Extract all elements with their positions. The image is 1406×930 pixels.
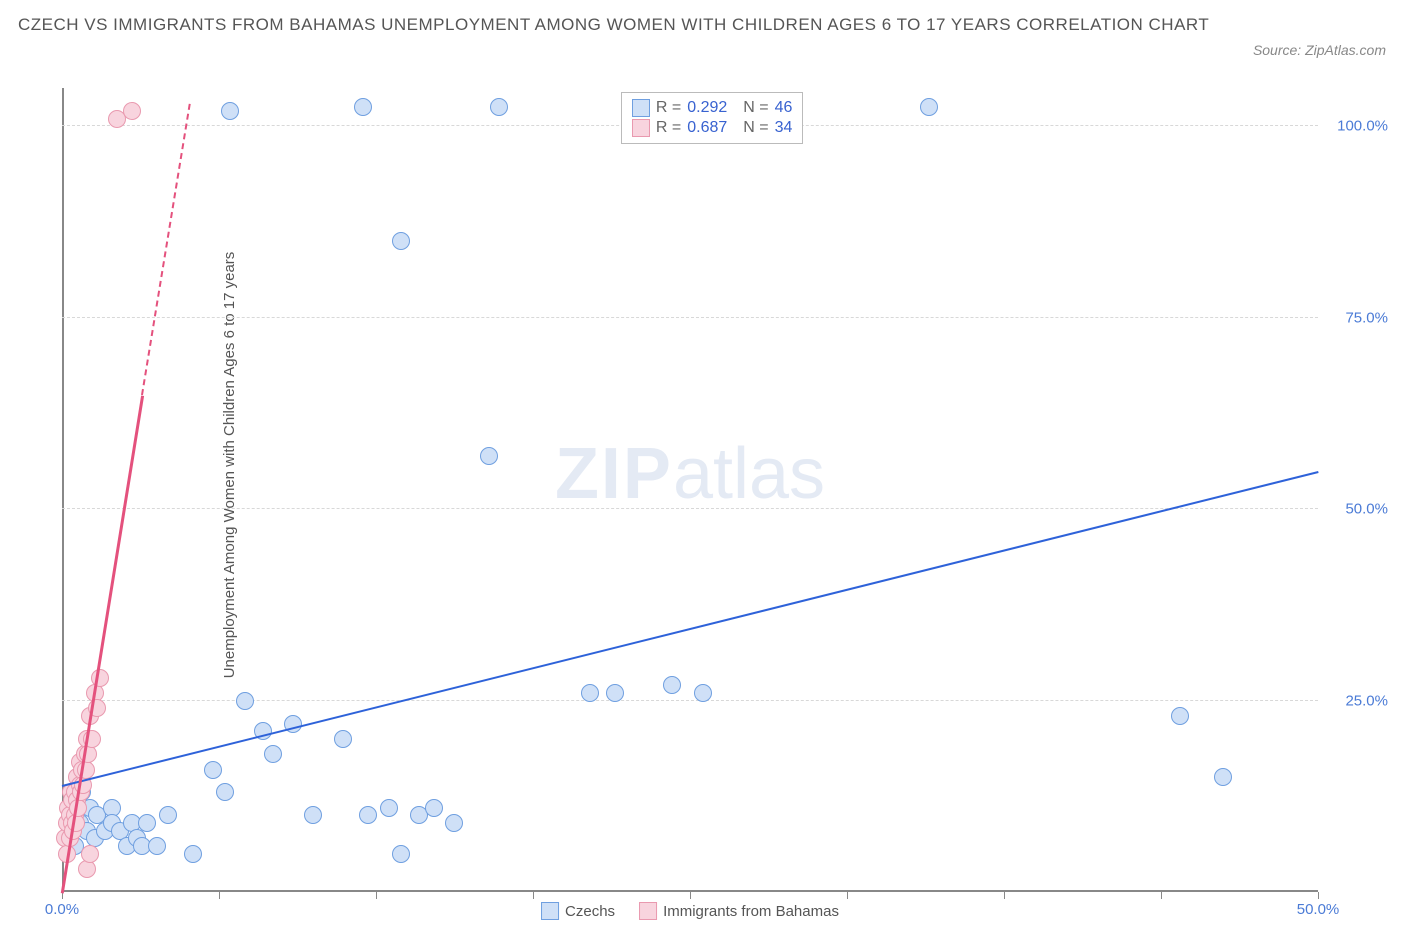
data-point	[1171, 707, 1189, 725]
data-point	[480, 447, 498, 465]
x-tick-mark	[847, 892, 848, 899]
data-point	[69, 799, 87, 817]
data-point	[392, 845, 410, 863]
watermark-zip: ZIP	[555, 434, 673, 514]
data-point	[159, 806, 177, 824]
legend-item: Immigrants from Bahamas	[639, 902, 839, 920]
chart-title: CZECH VS IMMIGRANTS FROM BAHAMAS UNEMPLO…	[18, 12, 1266, 38]
y-tick-label: 50.0%	[1328, 501, 1388, 518]
x-tick-label: 50.0%	[1297, 901, 1340, 918]
x-tick-mark	[533, 892, 534, 899]
source-label: Source: ZipAtlas.com	[1253, 42, 1386, 58]
trend-line	[141, 104, 191, 395]
data-point	[221, 102, 239, 120]
stats-box: R = 0.292 N = 46 R = 0.687 N = 34	[621, 92, 804, 144]
x-tick-mark	[1318, 892, 1319, 899]
legend-label: Immigrants from Bahamas	[663, 903, 839, 920]
data-point	[148, 837, 166, 855]
legend-swatch	[632, 99, 650, 117]
data-point	[138, 814, 156, 832]
data-point	[1214, 768, 1232, 786]
legend-swatch	[639, 902, 657, 920]
data-point	[264, 745, 282, 763]
grid-line	[62, 317, 1318, 318]
data-point	[392, 232, 410, 250]
data-point	[78, 860, 96, 878]
legend-swatch	[541, 902, 559, 920]
stat-n-value: 34	[775, 119, 793, 137]
stat-r-value: 0.292	[687, 99, 727, 117]
chart-area: ZIPatlas 25.0%50.0%75.0%100.0%0.0%50.0%R…	[62, 88, 1318, 892]
x-tick-mark	[219, 892, 220, 899]
plot-surface: ZIPatlas 25.0%50.0%75.0%100.0%0.0%50.0%R…	[62, 88, 1318, 892]
y-axis-line	[62, 88, 64, 892]
data-point	[380, 799, 398, 817]
stat-r-value: 0.687	[687, 119, 727, 137]
data-point	[216, 783, 234, 801]
stat-n-label: N =	[743, 119, 768, 137]
data-point	[663, 676, 681, 694]
stats-row: R = 0.687 N = 34	[632, 119, 793, 137]
data-point	[354, 98, 372, 116]
data-point	[425, 799, 443, 817]
x-tick-mark	[1161, 892, 1162, 899]
watermark: ZIPatlas	[555, 433, 825, 515]
legend-swatch	[632, 119, 650, 137]
data-point	[581, 684, 599, 702]
data-point	[694, 684, 712, 702]
data-point	[204, 761, 222, 779]
y-tick-label: 75.0%	[1328, 309, 1388, 326]
y-tick-label: 25.0%	[1328, 692, 1388, 709]
data-point	[359, 806, 377, 824]
legend-label: Czechs	[565, 903, 615, 920]
y-tick-label: 100.0%	[1328, 118, 1388, 135]
data-point	[445, 814, 463, 832]
legend-item: Czechs	[541, 902, 615, 920]
x-tick-mark	[1004, 892, 1005, 899]
legend: Czechs Immigrants from Bahamas	[541, 902, 839, 920]
stat-n-label: N =	[743, 99, 768, 117]
data-point	[606, 684, 624, 702]
stat-n-value: 46	[775, 99, 793, 117]
data-point	[67, 814, 85, 832]
data-point	[91, 669, 109, 687]
data-point	[920, 98, 938, 116]
watermark-atlas: atlas	[673, 434, 825, 514]
data-point	[123, 102, 141, 120]
data-point	[490, 98, 508, 116]
x-tick-label: 0.0%	[45, 901, 79, 918]
data-point	[184, 845, 202, 863]
x-tick-mark	[376, 892, 377, 899]
stats-row: R = 0.292 N = 46	[632, 99, 793, 117]
trend-line	[62, 471, 1318, 787]
data-point	[304, 806, 322, 824]
stat-r-label: R =	[656, 99, 681, 117]
grid-line	[62, 508, 1318, 509]
stat-r-label: R =	[656, 119, 681, 137]
data-point	[236, 692, 254, 710]
x-tick-mark	[690, 892, 691, 899]
data-point	[81, 845, 99, 863]
data-point	[334, 730, 352, 748]
